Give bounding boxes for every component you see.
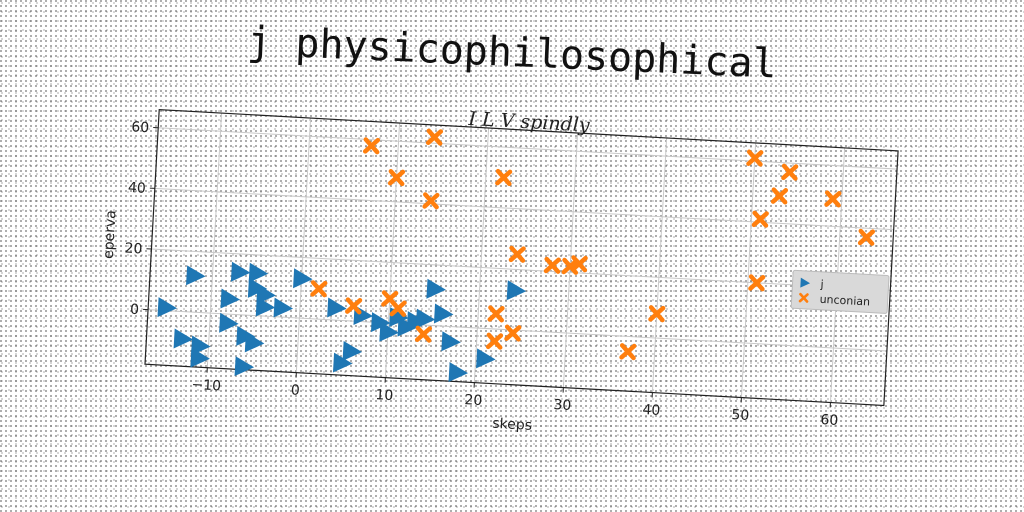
data-point-cross (362, 137, 381, 155)
x-tick-label: −10 (191, 377, 221, 395)
data-point-triangle (256, 284, 276, 305)
x-tick-label: 10 (375, 387, 394, 404)
y-tick-label: 40 (128, 180, 147, 197)
x-tick-label: 30 (553, 397, 572, 414)
legend-label: j (819, 278, 824, 291)
data-point-cross (508, 245, 526, 263)
plot-area: −10 0 10 20 30 40 50 60 0 20 40 60 I L V spindly sk… (101, 88, 929, 482)
x-gridline (473, 127, 490, 383)
data-point-triangle (342, 340, 363, 361)
data-point-cross (619, 343, 637, 361)
data-point-cross (495, 168, 513, 187)
data-point-cross (857, 228, 876, 246)
data-point-triangle (273, 297, 294, 318)
data-point-triangle (441, 331, 461, 352)
x-gridline (562, 132, 579, 388)
data-point-cross (487, 305, 505, 323)
data-point-cross (824, 190, 842, 208)
axes-frame (144, 108, 899, 407)
series-2 (310, 128, 876, 361)
x-axis-label: skeps (492, 416, 533, 434)
data-point-triangle (248, 262, 269, 283)
data-point-triangle (476, 348, 496, 369)
data-point-triangle (157, 297, 178, 318)
x-gridline (651, 137, 668, 393)
ticks: −10 0 10 20 30 40 50 60 0 20 40 60 (124, 119, 839, 429)
legend-label: unconian (819, 293, 870, 309)
data-point-triangle (230, 261, 251, 282)
data-point-cross (746, 149, 764, 167)
legend: j unconian (790, 269, 890, 314)
data-points (157, 128, 876, 383)
x-tick-label: 50 (731, 407, 750, 424)
data-point-cross (648, 305, 666, 323)
x-gridline (206, 113, 223, 368)
data-point-triangle (506, 280, 527, 301)
data-point-triangle (186, 265, 206, 286)
data-point-cross (422, 192, 440, 210)
data-point-cross (504, 324, 522, 342)
y-gridline (154, 187, 894, 231)
data-point-triangle (219, 312, 239, 333)
y-tick-label: 60 (131, 119, 150, 136)
x-gridline (384, 122, 401, 378)
x-tick-label: 40 (642, 402, 661, 419)
x-tick-label: 0 (290, 382, 300, 398)
figure-title: j physicophilosophical (246, 18, 778, 88)
x-tick-label: 20 (464, 392, 483, 409)
data-point-triangle (190, 347, 210, 368)
data-point-triangle (244, 332, 265, 353)
data-point-cross (345, 297, 363, 315)
legend-marker-triangle (800, 277, 811, 288)
data-point-triangle (426, 278, 446, 299)
data-point-triangle (327, 297, 347, 318)
data-point-cross (425, 128, 444, 146)
x-gridline (740, 142, 757, 398)
y-tick-label: 0 (130, 302, 140, 318)
chart-title: I L V spindly (467, 108, 590, 137)
data-point-triangle (332, 352, 353, 373)
data-point-cross (748, 274, 766, 292)
data-point-cross (543, 256, 561, 274)
data-point-cross (751, 210, 769, 228)
data-point-triangle (379, 321, 399, 342)
data-point-triangle (234, 356, 255, 377)
legend-box (790, 269, 890, 314)
data-point-triangle (433, 303, 454, 324)
data-point-triangle (220, 288, 240, 309)
data-point-cross (414, 325, 433, 343)
x-tick-label: 60 (820, 412, 839, 429)
data-point-cross (781, 163, 799, 181)
data-point-cross (485, 332, 504, 350)
data-point-cross (570, 255, 588, 273)
data-point-cross (389, 299, 407, 317)
data-point-triangle (173, 328, 194, 349)
series-1 (157, 261, 527, 383)
scatter-chart: −10 0 10 20 30 40 50 60 0 20 40 60 I L V spindly sk… (101, 108, 899, 434)
y-gridline (151, 248, 891, 291)
y-tick-label: 20 (124, 241, 143, 258)
y-gridline (158, 127, 898, 170)
data-point-cross (310, 280, 328, 298)
data-point-triangle (415, 308, 436, 329)
legend-marker-cross (798, 292, 809, 303)
data-point-triangle (448, 362, 469, 383)
x-gridline (295, 118, 312, 373)
y-axis-label: eperva (101, 210, 120, 260)
data-point-cross (770, 187, 789, 205)
data-point-cross (387, 169, 406, 187)
data-point-triangle (293, 268, 313, 289)
